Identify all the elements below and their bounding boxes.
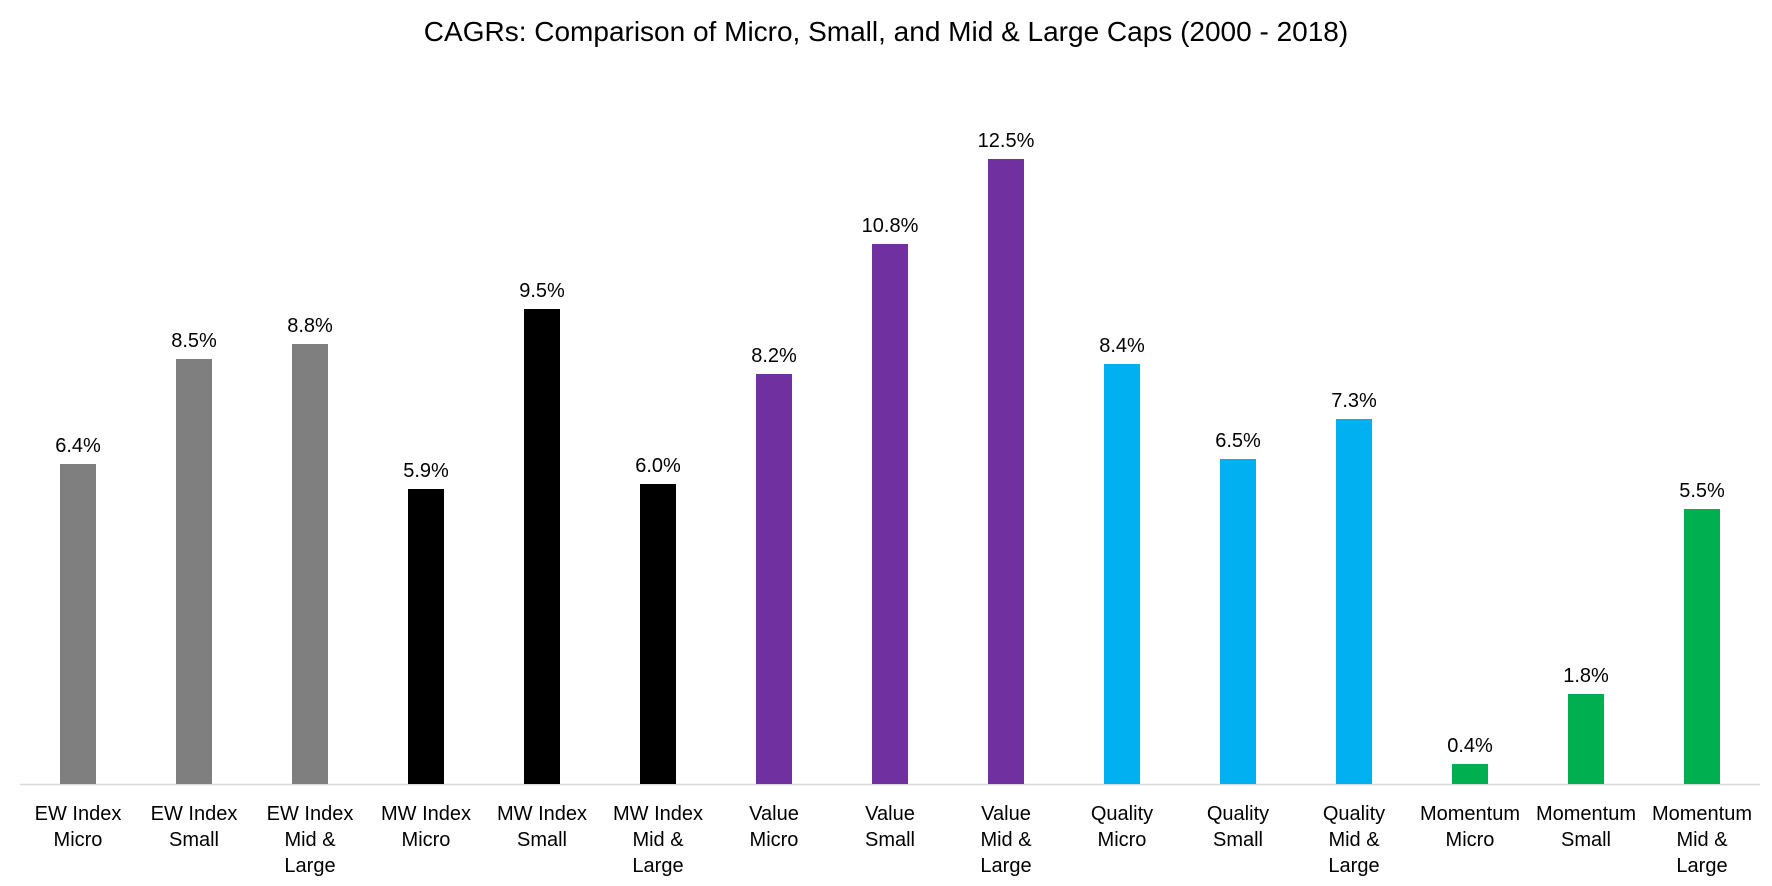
x-tick-label-1-line-2: Micro (54, 829, 103, 851)
x-tick-label-11-line-1: Quality (1207, 803, 1269, 825)
x-tick-label-6-line-2: Mid & (632, 829, 684, 851)
x-tick-label-8-line-1: Value (865, 803, 915, 825)
data-label-9: 12.5% (978, 130, 1035, 152)
x-tick-label-11-line-2: Small (1213, 829, 1263, 851)
x-tick-label-4-line-2: Micro (402, 829, 451, 851)
data-label-13: 0.4% (1447, 735, 1493, 757)
bar-6 (640, 484, 676, 784)
data-label-1: 6.4% (55, 435, 101, 457)
x-tick-label-9-line-3: Large (980, 855, 1031, 877)
x-tick-label-12-line-1: Quality (1323, 803, 1385, 825)
x-tick-label-6-line-1: MW Index (613, 803, 703, 825)
x-tick-label-5-line-2: Small (517, 829, 567, 851)
x-tick-label-7-line-1: Value (749, 803, 799, 825)
bar-9 (988, 159, 1024, 784)
bar-7 (756, 374, 792, 784)
bar-2 (176, 359, 212, 784)
x-tick-label-7-line-2: Micro (750, 829, 799, 851)
x-tick-label-9-line-2: Mid & (980, 829, 1032, 851)
bar-5 (524, 309, 560, 784)
x-tick-label-4-line-1: MW Index (381, 803, 471, 825)
bar-13 (1452, 764, 1488, 784)
x-tick-label-3-line-3: Large (284, 855, 335, 877)
x-tick-label-12-line-2: Mid & (1328, 829, 1380, 851)
x-tick-label-14-line-1: Momentum (1536, 803, 1636, 825)
data-label-12: 7.3% (1331, 390, 1377, 412)
x-tick-label-15-line-3: Large (1676, 855, 1727, 877)
data-label-4: 5.9% (403, 460, 449, 482)
x-tick-label-13-line-2: Micro (1446, 829, 1495, 851)
x-tick-label-12-line-3: Large (1328, 855, 1379, 877)
bar-14 (1568, 694, 1604, 784)
bar-10 (1104, 364, 1140, 784)
x-tick-label-2-line-2: Small (169, 829, 219, 851)
x-tick-label-5-line-1: MW Index (497, 803, 587, 825)
x-tick-label-10-line-1: Quality (1091, 803, 1153, 825)
data-label-5: 9.5% (519, 280, 565, 302)
x-tick-label-10-line-2: Micro (1098, 829, 1147, 851)
x-tick-label-3-line-1: EW Index (267, 803, 354, 825)
x-tick-label-8-line-2: Small (865, 829, 915, 851)
x-tick-label-1-line-1: EW Index (35, 803, 122, 825)
data-label-7: 8.2% (751, 345, 797, 367)
data-label-15: 5.5% (1679, 480, 1725, 502)
data-label-10: 8.4% (1099, 335, 1145, 357)
x-tick-label-15-line-2: Mid & (1676, 829, 1728, 851)
bar-15 (1684, 509, 1720, 784)
bar-11 (1220, 459, 1256, 784)
bar-12 (1336, 419, 1372, 784)
bar-1 (60, 464, 96, 784)
bar-8 (872, 244, 908, 784)
data-label-11: 6.5% (1215, 430, 1261, 452)
bar-4 (408, 489, 444, 784)
bar-3 (292, 344, 328, 784)
data-label-6: 6.0% (635, 455, 681, 477)
x-tick-label-14-line-2: Small (1561, 829, 1611, 851)
data-label-8: 10.8% (862, 215, 919, 237)
x-tick-label-9-line-1: Value (981, 803, 1031, 825)
x-tick-label-15-line-1: Momentum (1652, 803, 1752, 825)
data-label-14: 1.8% (1563, 665, 1609, 687)
x-tick-label-13-line-1: Momentum (1420, 803, 1520, 825)
x-tick-label-6-line-3: Large (632, 855, 683, 877)
chart-title: CAGRs: Comparison of Micro, Small, and M… (423, 16, 1349, 47)
x-tick-label-3-line-2: Mid & (284, 829, 336, 851)
x-tick-label-2-line-1: EW Index (151, 803, 238, 825)
data-label-3: 8.8% (287, 315, 333, 337)
data-label-2: 8.5% (171, 330, 217, 352)
